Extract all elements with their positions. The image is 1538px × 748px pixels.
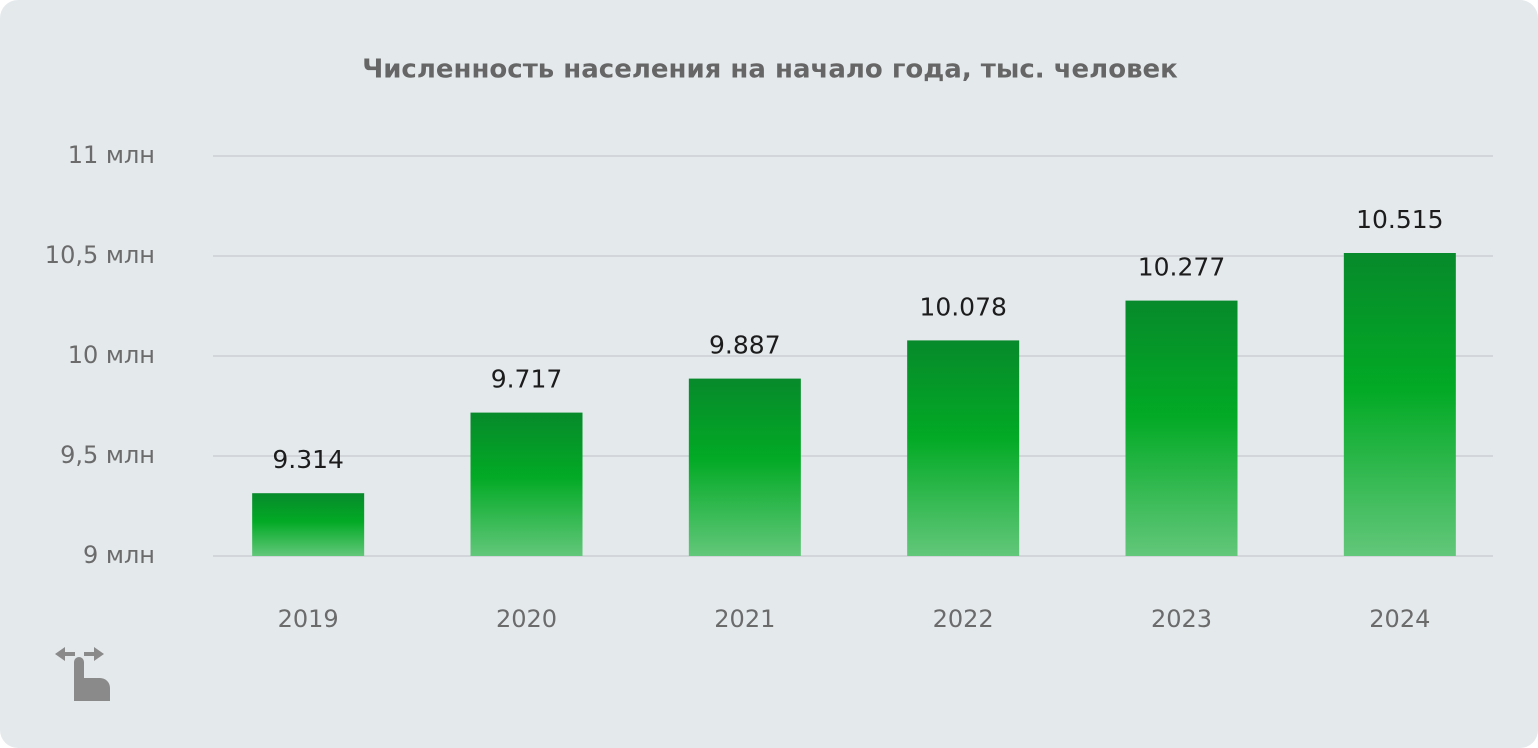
y-tick-label: 10 млн — [68, 341, 155, 369]
value-label: 9.314 — [272, 445, 344, 474]
bar — [907, 340, 1020, 556]
y-tick-label: 11 млн — [68, 141, 155, 169]
x-tick-label: 2023 — [1151, 605, 1212, 633]
bar — [1343, 253, 1456, 556]
chart-title: Численность населения на начало года, ты… — [362, 55, 1178, 85]
y-tick-label: 10,5 млн — [45, 241, 155, 269]
y-tick-label: 9,5 млн — [60, 441, 155, 469]
y-tick-label: 9 млн — [83, 541, 155, 569]
bar — [252, 493, 365, 556]
value-label: 10.277 — [1138, 253, 1225, 282]
bar — [470, 412, 583, 556]
value-label: 10.515 — [1356, 205, 1443, 234]
bar — [1125, 300, 1238, 556]
value-label: 9.717 — [491, 365, 563, 394]
value-label: 9.887 — [709, 331, 781, 360]
x-tick-label: 2024 — [1369, 605, 1430, 633]
swipe-icon — [55, 647, 110, 701]
x-tick-label: 2019 — [278, 605, 339, 633]
x-tick-label: 2022 — [933, 605, 994, 633]
x-tick-label: 2021 — [714, 605, 775, 633]
x-tick-label: 2020 — [496, 605, 557, 633]
bar — [688, 378, 801, 556]
value-label: 10.078 — [919, 292, 1006, 321]
